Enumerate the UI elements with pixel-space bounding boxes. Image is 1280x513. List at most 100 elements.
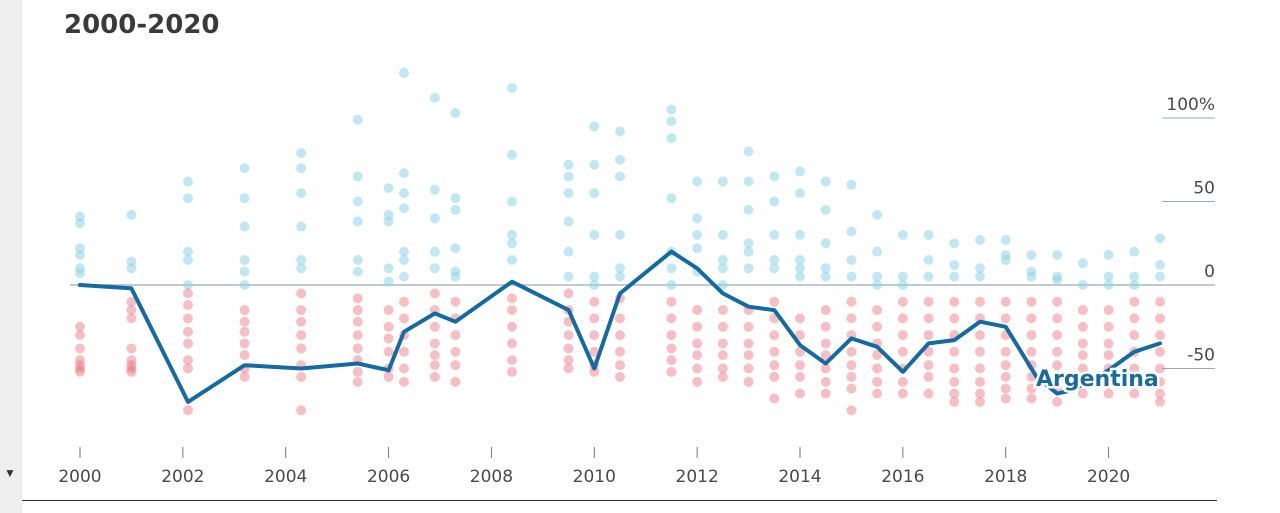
dot-31-3	[1103, 305, 1114, 316]
dot-15-8	[692, 350, 703, 361]
dot-28-4	[1026, 313, 1037, 324]
dot-32-8	[1129, 376, 1140, 387]
dot-24-3	[923, 296, 934, 307]
dot-0-7	[75, 330, 85, 341]
dot-28-6	[1026, 346, 1037, 357]
dot-16-0	[717, 176, 728, 187]
x-axis: 2000 2002 2004 2006 2008 2010 2012 2014 2016 2018…	[58, 447, 1130, 487]
dot-4-1	[296, 163, 307, 174]
dot-16-10	[717, 371, 728, 382]
dot-12-8	[589, 330, 600, 341]
dot-18-2	[769, 229, 780, 240]
dot-8-5	[429, 288, 440, 299]
dot-17-4	[743, 246, 754, 257]
dot-10-4	[507, 238, 517, 249]
dot-1-4	[126, 305, 137, 316]
dot-30-8	[1077, 388, 1088, 399]
dot-28-0	[1026, 249, 1037, 260]
dot-22-3	[872, 280, 883, 290]
dot-8-0	[429, 92, 440, 103]
dot-32-9	[1129, 388, 1140, 399]
dot-20-2	[820, 238, 831, 249]
dot-12-3	[589, 229, 600, 240]
dot-31-0	[1103, 249, 1114, 260]
x-tick-label-3: 2006	[367, 467, 410, 487]
dot-3-1	[239, 193, 250, 204]
y-gridlines	[70, 117, 1215, 369]
dot-33-7	[1155, 363, 1165, 374]
dot-5-10	[352, 343, 363, 354]
dot-3-12	[239, 371, 250, 382]
dot-10-11	[507, 366, 517, 377]
x-tick-label-1: 2002	[161, 467, 204, 487]
dot-15-1	[692, 213, 703, 224]
dot-23-6	[897, 346, 908, 357]
dot-27-4	[1000, 313, 1011, 324]
dot-4-8	[296, 316, 307, 327]
dot-5-2	[352, 196, 363, 207]
dot-20-4	[820, 271, 831, 282]
dot-19-11	[795, 388, 805, 399]
dot-17-7	[743, 321, 754, 332]
dot-11-10	[563, 343, 574, 354]
dot-2-4	[183, 280, 193, 290]
dot-24-8	[923, 371, 934, 382]
dot-26-0	[975, 234, 985, 245]
dot-5-0	[352, 114, 363, 125]
dot-20-0	[820, 176, 831, 187]
dot-21-11	[846, 405, 857, 416]
dot-0-1	[75, 218, 85, 229]
dot-31-6	[1103, 350, 1114, 361]
dot-3-8	[239, 326, 250, 337]
dot-25-10	[949, 396, 960, 407]
dot-5-4	[352, 254, 363, 265]
dot-8-9	[429, 350, 440, 361]
dot-19-9	[795, 360, 805, 371]
dot-10-7	[507, 305, 517, 316]
dot-27-7	[1000, 360, 1011, 371]
dot-10-1	[507, 149, 517, 160]
dot-13-8	[615, 330, 625, 341]
y-tick-label-2: 0	[1204, 262, 1215, 282]
dot-13-11	[615, 371, 625, 382]
x-tick-label-0: 2000	[58, 467, 101, 487]
dot-5-12	[352, 366, 363, 377]
dot-15-6	[692, 321, 703, 332]
dot-25-0	[949, 238, 960, 249]
dot-31-4	[1103, 321, 1114, 332]
dot-27-6	[1000, 346, 1011, 357]
dot-25-8	[949, 376, 960, 387]
dot-26-7	[975, 363, 985, 374]
dot-26-3	[975, 296, 985, 307]
dot-5-6	[352, 293, 363, 304]
dot-33-8	[1155, 376, 1165, 387]
dot-1-5	[126, 313, 137, 324]
dot-22-5	[872, 321, 883, 332]
dot-16-4	[717, 280, 728, 290]
dot-11-11	[563, 355, 574, 366]
triangle-down-icon[interactable]: ▼	[4, 466, 16, 480]
dot-33-1	[1155, 259, 1165, 270]
dot-14-10	[666, 343, 677, 354]
dot-21-3	[846, 271, 857, 282]
dot-10-9	[507, 338, 517, 349]
dot-30-0	[1077, 258, 1088, 269]
dot-4-4	[296, 254, 307, 265]
dot-5-13	[352, 376, 363, 387]
dot-13-7	[615, 313, 625, 324]
dot-20-10	[820, 376, 831, 387]
dot-24-7	[923, 360, 934, 371]
dot-12-6	[589, 296, 600, 307]
dot-9-9	[450, 346, 461, 357]
dot-23-3	[897, 296, 908, 307]
dot-22-2	[872, 271, 883, 282]
dot-12-5	[589, 280, 600, 290]
dot-33-3	[1155, 296, 1165, 307]
dot-33-10	[1155, 396, 1165, 407]
dot-25-7	[949, 363, 960, 374]
dot-24-5	[923, 330, 934, 341]
dot-18-5	[769, 296, 780, 307]
dot-33-4	[1155, 313, 1165, 324]
dot-20-7	[820, 338, 831, 349]
